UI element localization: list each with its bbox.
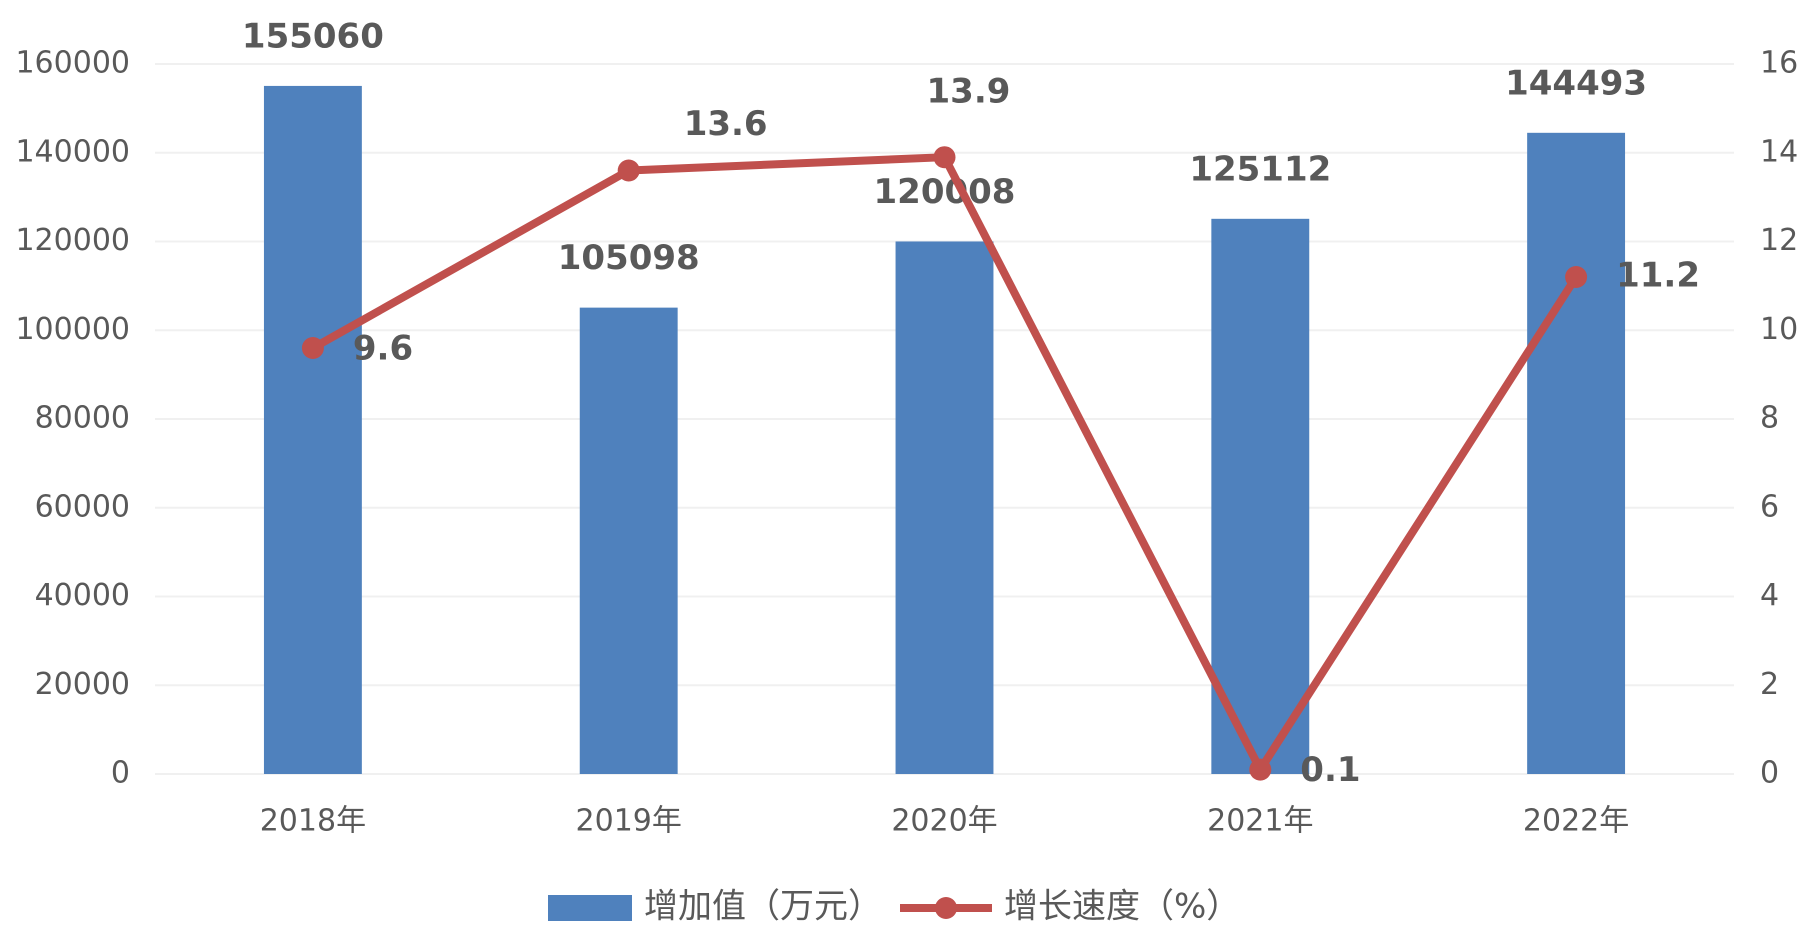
x-tick-label: 2022年	[1523, 804, 1629, 839]
data-label: 144493	[1505, 63, 1647, 103]
data-label: 13.9	[927, 72, 1011, 112]
y2-tick-label: 10	[1760, 312, 1798, 347]
data-label: 155060	[242, 16, 384, 56]
y-tick-label: 100000	[15, 312, 130, 347]
legend-swatch	[548, 895, 632, 921]
y2-tick-label: 4	[1760, 578, 1779, 613]
data-label: 125112	[1189, 149, 1331, 189]
y-tick-label: 80000	[35, 401, 130, 436]
data-label: 11.2	[1616, 256, 1700, 296]
line-point	[933, 146, 956, 169]
line-point	[617, 159, 640, 182]
bar	[263, 85, 362, 774]
line-point	[301, 337, 324, 359]
y-tick-label: 120000	[15, 223, 130, 258]
legend-swatch	[935, 897, 957, 919]
y-tick-label: 0	[111, 756, 130, 791]
x-tick-label: 2019年	[576, 804, 682, 839]
data-label: 9.6	[353, 329, 413, 369]
x-tick-label: 2021年	[1207, 804, 1313, 839]
data-label: 0.1	[1300, 750, 1360, 790]
y2-tick-label: 8	[1760, 401, 1779, 436]
line-point	[1249, 758, 1272, 781]
bar	[579, 307, 678, 774]
bar	[895, 241, 994, 775]
y-tick-label: 140000	[15, 134, 130, 169]
y2-tick-label: 0	[1760, 756, 1779, 791]
y2-tick-label: 14	[1760, 134, 1798, 169]
data-label: 105098	[558, 238, 700, 278]
y-tick-label: 40000	[35, 578, 130, 613]
data-label: 13.6	[684, 104, 768, 144]
x-tick-label: 2020年	[891, 804, 997, 839]
data-label: 120008	[874, 172, 1016, 212]
legend-label: 增加值（万元）	[644, 887, 882, 927]
line-point	[1565, 266, 1588, 288]
x-tick-label: 2018年	[260, 804, 366, 839]
y2-tick-label: 6	[1760, 489, 1779, 524]
legend-label: 增长速度（%）	[1004, 887, 1240, 927]
y-tick-label: 60000	[35, 489, 130, 524]
y2-tick-label: 12	[1760, 223, 1798, 258]
y-tick-label: 20000	[35, 667, 130, 702]
y-tick-label: 160000	[15, 46, 130, 81]
y2-tick-label: 16	[1760, 46, 1798, 81]
bar	[1527, 132, 1626, 774]
bar	[1211, 218, 1310, 775]
y2-tick-label: 2	[1760, 667, 1779, 702]
